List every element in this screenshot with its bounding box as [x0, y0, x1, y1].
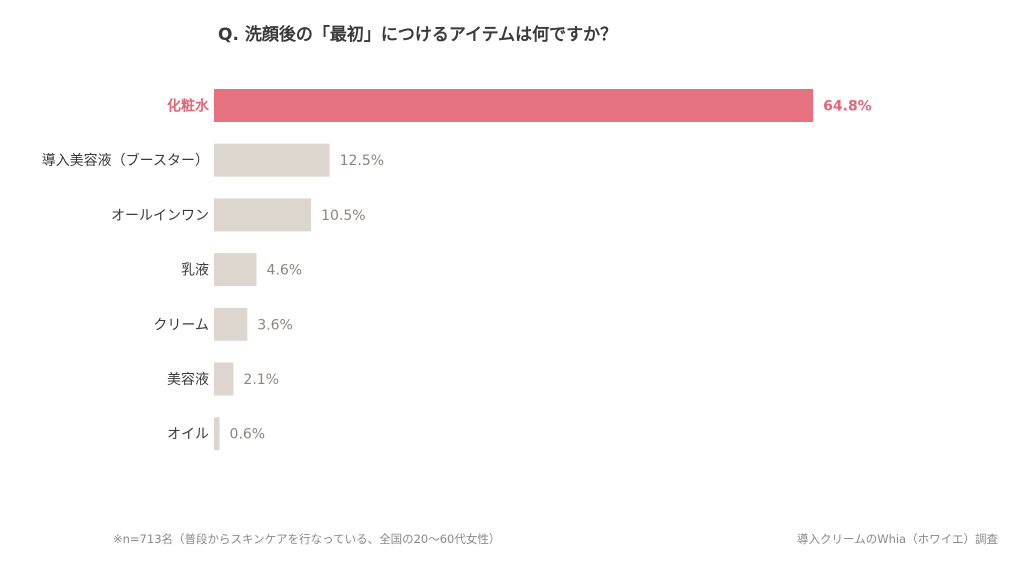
chart-title: Q. 洗顔後の「最初」につけるアイテムは何ですか？: [218, 25, 618, 45]
bar-0: [214, 89, 814, 122]
category-label-4: クリーム: [153, 317, 209, 333]
bar-3: [214, 253, 257, 287]
value-label-6: 0.6%: [230, 427, 266, 443]
survey-source: 導入クリームのWhia（ホワイエ）調査: [797, 532, 998, 546]
value-label-2: 10.5%: [321, 208, 365, 224]
value-label-5: 2.1%: [243, 372, 279, 388]
value-label-3: 4.6%: [267, 263, 303, 279]
bar-4: [214, 307, 248, 341]
category-label-3: 乳液: [181, 263, 209, 279]
bar-1: [214, 143, 330, 177]
value-label-4: 3.6%: [257, 317, 293, 333]
value-label-1: 12.5%: [340, 153, 384, 169]
bar-6: [214, 417, 220, 451]
category-label-1: 導入美容液（ブースター）: [42, 152, 209, 169]
bar-5: [214, 362, 234, 396]
category-label-0: 化粧水: [167, 98, 210, 115]
bar-2: [214, 198, 312, 232]
category-label-2: オールインワン: [111, 208, 209, 224]
sample-size-footnote: ※n=713名（普段からスキンケアを行なっている、全国の20〜60代女性）: [113, 532, 501, 546]
value-label-0: 64.8%: [823, 99, 872, 115]
category-label-5: 美容液: [167, 371, 209, 388]
category-label-6: オイル: [167, 427, 209, 443]
